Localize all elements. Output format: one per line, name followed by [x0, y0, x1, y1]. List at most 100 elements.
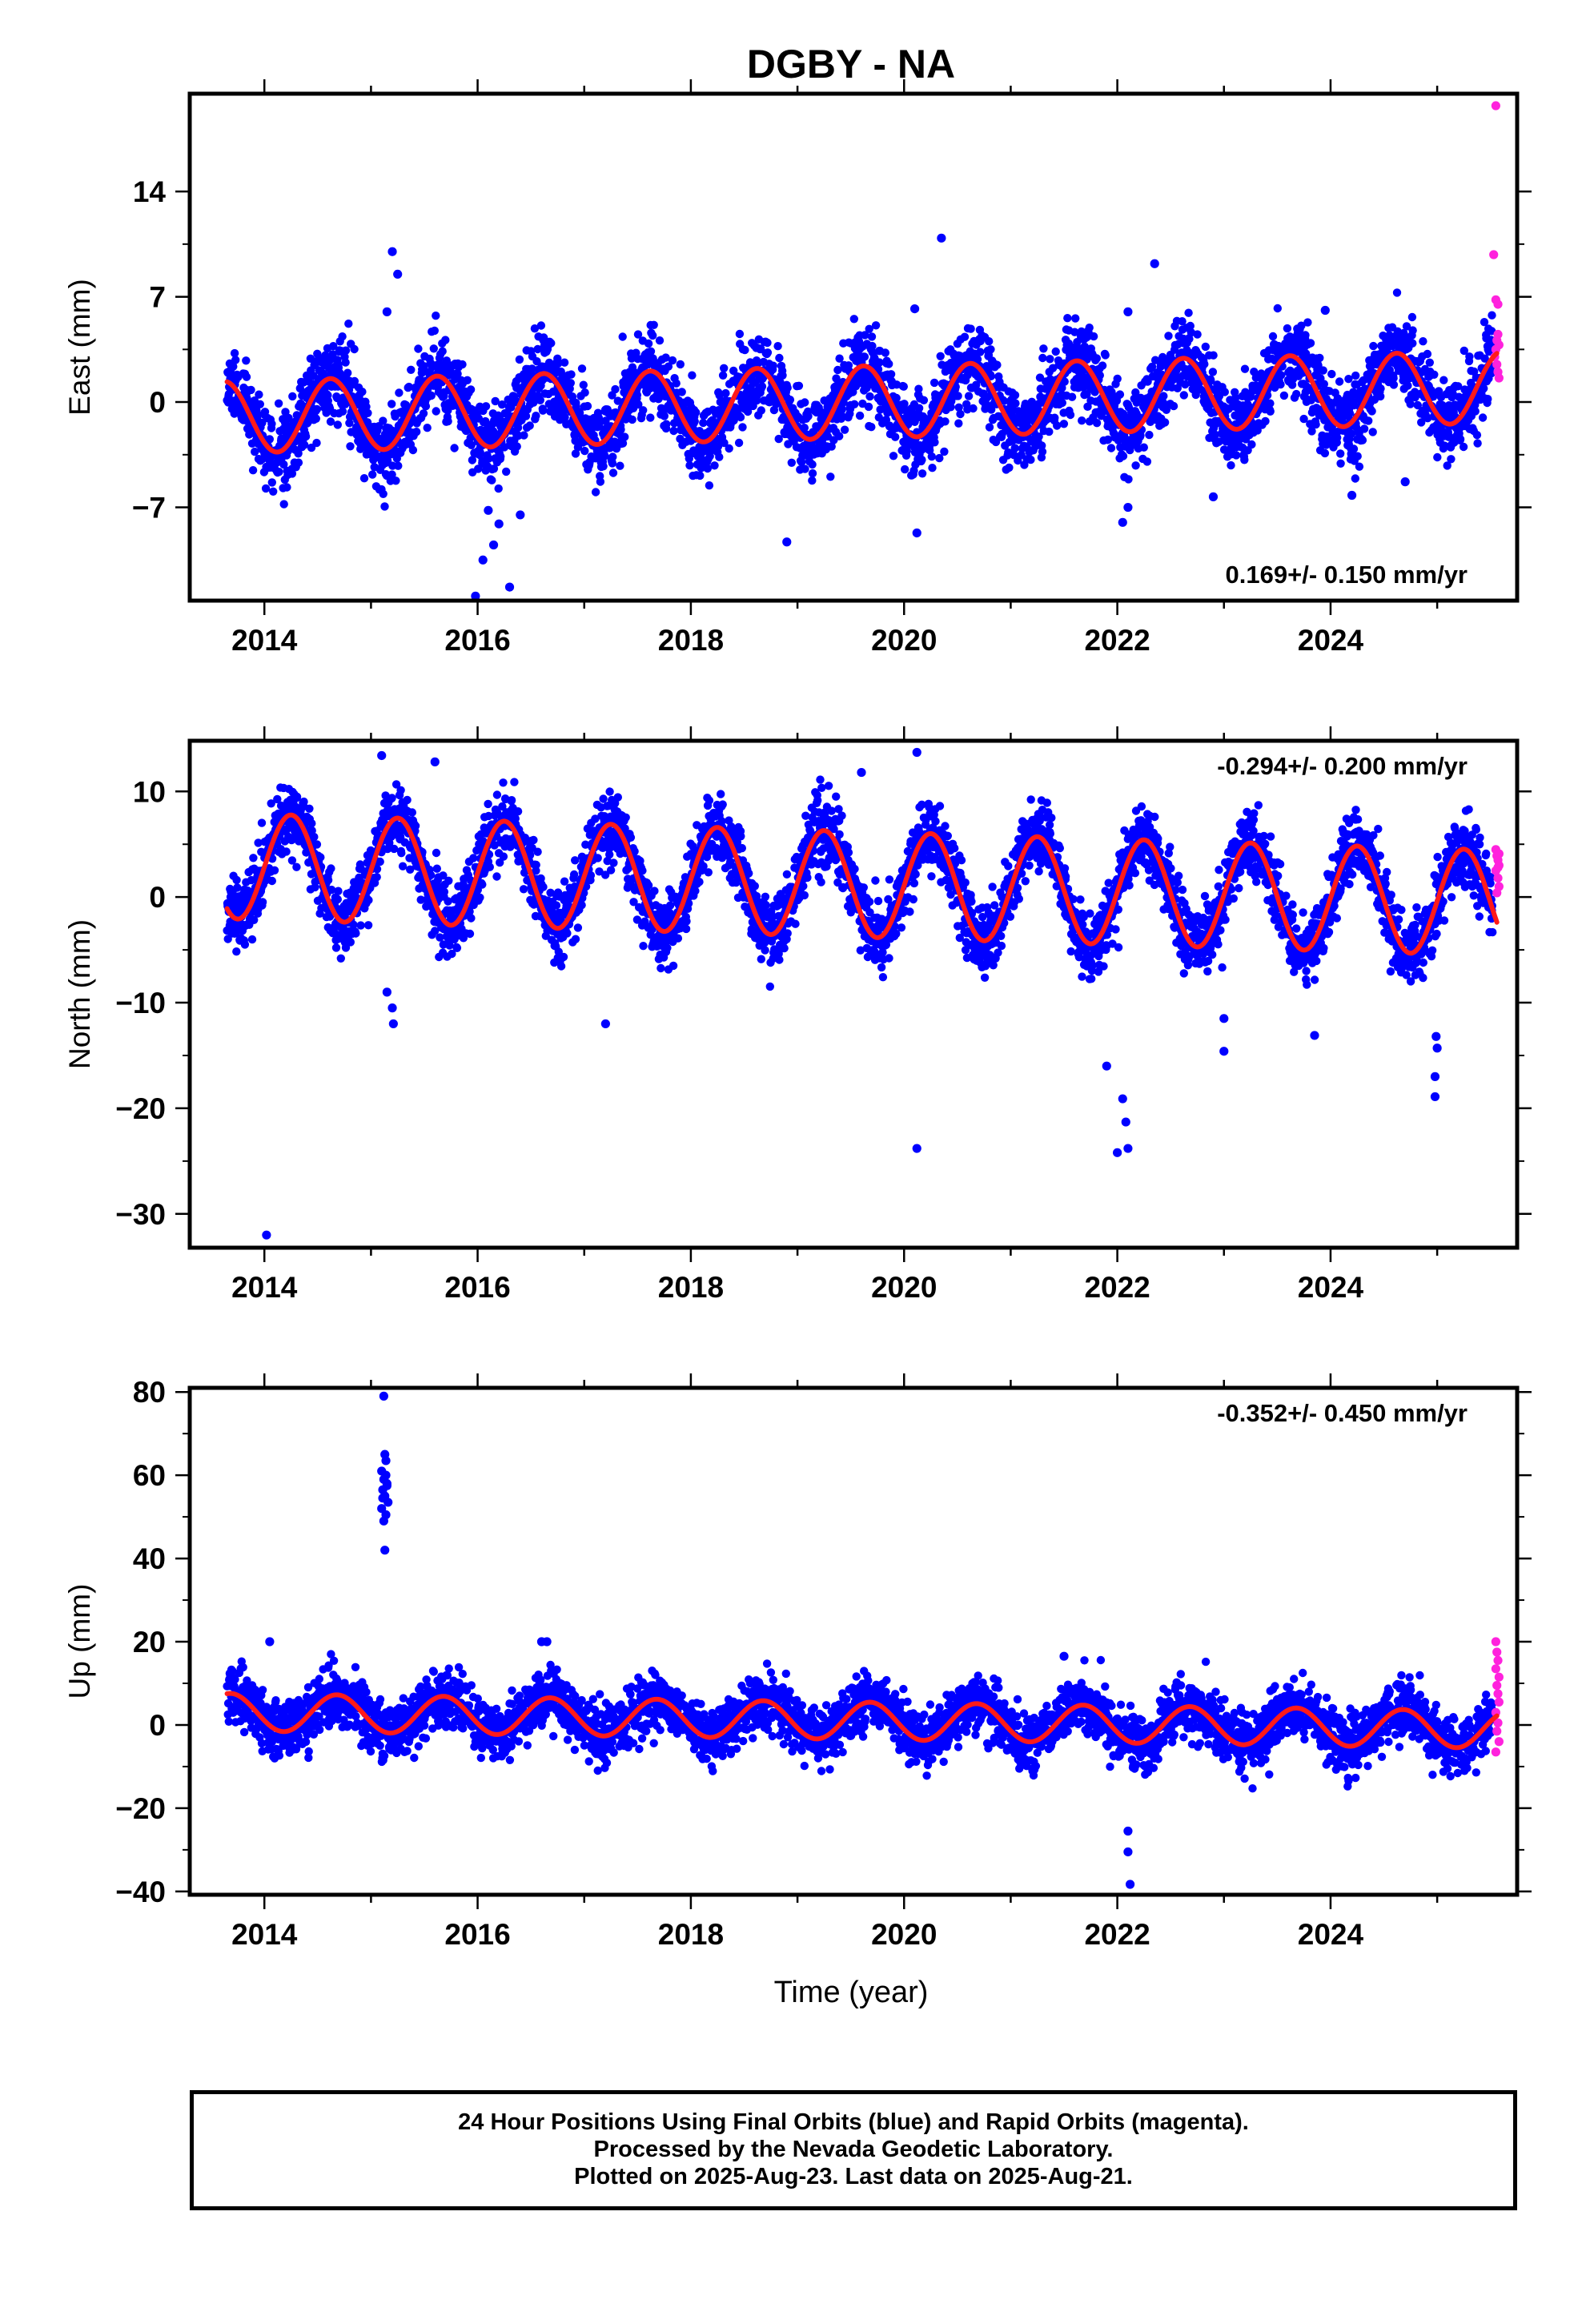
data-point: [274, 399, 283, 408]
data-point: [368, 470, 377, 479]
data-point: [1247, 440, 1256, 449]
data-point: [618, 332, 627, 341]
outlier-point: [1123, 307, 1133, 316]
data-point: [763, 348, 773, 357]
data-point: [773, 342, 782, 351]
data-point: [458, 360, 467, 369]
data-point: [608, 452, 617, 461]
data-point: [1240, 456, 1249, 464]
data-point: [628, 415, 636, 424]
data-point: [1092, 419, 1102, 428]
data-point: [566, 379, 575, 388]
data-point: [408, 445, 418, 455]
data-point: [1010, 391, 1020, 400]
data-point: [1085, 324, 1094, 332]
data-point: [697, 464, 705, 472]
outlier-point: [1150, 259, 1159, 268]
data-point: [1433, 452, 1442, 462]
data-point: [620, 432, 629, 441]
data-point: [901, 464, 909, 474]
data-point: [710, 461, 719, 470]
data-point: [1268, 332, 1278, 341]
outlier-point: [488, 540, 499, 550]
data-point: [267, 420, 276, 428]
data-point: [520, 431, 528, 440]
data-point: [452, 943, 462, 953]
outlier-point: [1347, 490, 1357, 501]
data-point: [1351, 474, 1360, 483]
data-point: [685, 461, 694, 470]
data-point: [567, 370, 576, 379]
data-point: [1118, 452, 1128, 460]
data-point: [886, 370, 896, 379]
data-point: [430, 326, 439, 336]
data-point: [785, 396, 795, 404]
data-point: [494, 484, 503, 493]
data-point: [634, 400, 643, 409]
data-point: [499, 778, 508, 787]
data-point: [547, 339, 556, 348]
data-point: [294, 449, 303, 458]
data-point: [267, 478, 276, 487]
data-point: [1011, 399, 1020, 408]
data-point: [855, 411, 865, 420]
data-point: [1038, 441, 1046, 450]
data-point: [787, 458, 796, 467]
data-point: [954, 392, 962, 400]
data-point: [240, 940, 250, 949]
data-point: [346, 442, 355, 451]
data-point: [229, 362, 238, 371]
data-point: [1178, 317, 1186, 326]
data-point: [1335, 377, 1344, 386]
data-point: [867, 423, 876, 432]
data-point: [1406, 400, 1415, 408]
data-point: [729, 366, 738, 376]
data-point: [1311, 420, 1320, 429]
data-point: [1147, 362, 1157, 372]
data-point: [279, 500, 288, 509]
data-point: [1266, 399, 1275, 408]
data-point: [735, 329, 745, 339]
data-point: [972, 380, 981, 389]
data-point: [902, 447, 912, 456]
data-point: [892, 393, 901, 403]
data-point: [618, 439, 628, 448]
data-point: [432, 407, 440, 416]
chart-title: DGBY - NA: [747, 42, 955, 86]
data-point: [1162, 405, 1171, 414]
rapid-point: [1493, 300, 1503, 309]
data-point: [387, 400, 396, 408]
data-point: [595, 420, 604, 428]
outlier-point: [1118, 517, 1127, 527]
data-point: [660, 412, 669, 420]
data-point: [383, 456, 392, 465]
data-point: [553, 359, 563, 368]
data-point: [648, 331, 657, 340]
data-point: [275, 468, 283, 476]
data-point: [596, 477, 605, 486]
data-point: [794, 381, 804, 390]
data-point: [778, 371, 787, 380]
rapid-point: [1492, 360, 1502, 369]
data-point: [954, 419, 963, 428]
data-point: [247, 935, 257, 944]
y-tick-label: 0: [149, 386, 166, 419]
data-point: [914, 384, 923, 393]
data-point: [1115, 390, 1125, 399]
data-point: [1078, 416, 1086, 425]
data-point: [404, 382, 413, 392]
plot-area-north: [223, 747, 1504, 1240]
data-point: [580, 388, 589, 397]
outlier-point: [1320, 305, 1330, 316]
data-point: [804, 412, 813, 420]
plot-area-east: [223, 101, 1504, 601]
data-point: [1010, 444, 1019, 452]
data-point: [288, 392, 297, 401]
data-point: [1092, 354, 1102, 363]
data-point: [616, 425, 625, 434]
data-point: [423, 424, 432, 432]
outlier-point: [504, 582, 515, 592]
data-point: [611, 384, 620, 394]
data-point: [676, 360, 685, 369]
